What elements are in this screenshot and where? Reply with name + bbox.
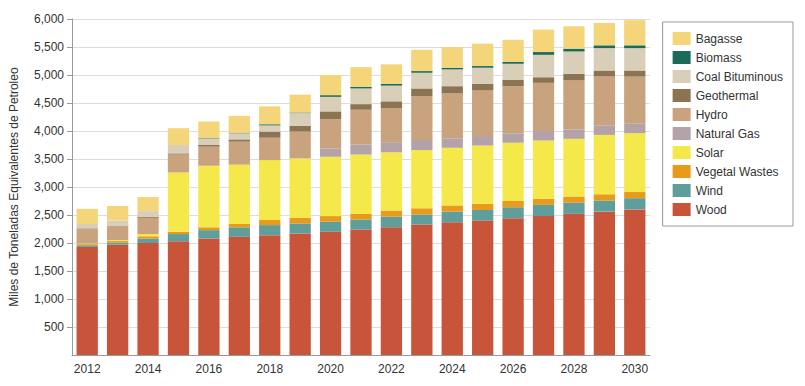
svg-text:2028: 2028 [561,362,588,376]
svg-text:Biomass: Biomass [696,51,742,65]
svg-text:2026: 2026 [500,362,527,376]
svg-text:Hydro: Hydro [696,108,728,122]
svg-text:2,500: 2,500 [34,208,64,222]
svg-text:2018: 2018 [256,362,283,376]
svg-text:2020: 2020 [317,362,344,376]
svg-text:5,000: 5,000 [34,68,64,82]
svg-text:2024: 2024 [439,362,466,376]
svg-text:2014: 2014 [135,362,162,376]
svg-text:Bagasse: Bagasse [696,32,743,46]
svg-text:Wind: Wind [696,184,723,198]
svg-text:Solar: Solar [696,146,724,160]
svg-text:6,000: 6,000 [34,12,64,26]
svg-text:3,500: 3,500 [34,152,64,166]
svg-text:4,500: 4,500 [34,96,64,110]
svg-text:2030: 2030 [621,362,648,376]
svg-text:2012: 2012 [74,362,101,376]
svg-text:1,500: 1,500 [34,264,64,278]
svg-text:500: 500 [44,320,64,334]
svg-text:1,000: 1,000 [34,292,64,306]
svg-text:Vegetal Wastes: Vegetal Wastes [696,165,779,179]
svg-text:Coal Bituminous: Coal Bituminous [696,70,783,84]
svg-text:4,000: 4,000 [34,124,64,138]
svg-text:Geothermal: Geothermal [696,89,759,103]
svg-text:3,000: 3,000 [34,180,64,194]
svg-text:Miles de Toneladas Equivalente: Miles de Toneladas Equivalentes de Petro… [7,67,21,307]
svg-text:2,000: 2,000 [34,236,64,250]
svg-text:2016: 2016 [196,362,223,376]
svg-text:2022: 2022 [378,362,405,376]
svg-text:5,500: 5,500 [34,40,64,54]
svg-text:Wood: Wood [696,203,727,217]
svg-text:Natural Gas: Natural Gas [696,127,760,141]
